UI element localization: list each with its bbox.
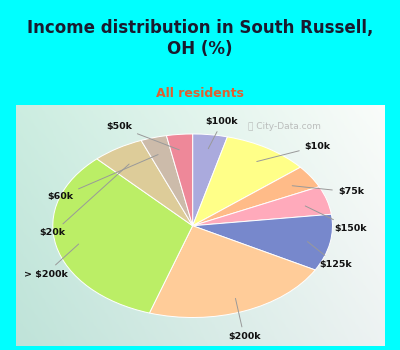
Wedge shape <box>193 137 300 226</box>
Wedge shape <box>97 140 193 226</box>
Text: $50k: $50k <box>106 122 179 150</box>
Wedge shape <box>141 135 193 226</box>
Text: $200k: $200k <box>228 299 260 341</box>
Text: Income distribution in South Russell,
OH (%): Income distribution in South Russell, OH… <box>27 19 373 58</box>
Wedge shape <box>53 159 193 313</box>
Wedge shape <box>150 226 315 317</box>
Text: $150k: $150k <box>305 206 367 233</box>
Text: $20k: $20k <box>40 164 129 238</box>
Wedge shape <box>193 187 331 226</box>
Text: $100k: $100k <box>206 117 238 149</box>
Wedge shape <box>166 134 193 226</box>
Text: $60k: $60k <box>47 155 158 201</box>
Text: $10k: $10k <box>257 141 331 162</box>
Wedge shape <box>193 134 228 226</box>
Text: $125k: $125k <box>308 241 352 269</box>
Text: $75k: $75k <box>292 186 364 196</box>
Wedge shape <box>193 167 319 226</box>
Text: All residents: All residents <box>156 88 244 100</box>
Text: > $200k: > $200k <box>24 244 79 279</box>
Wedge shape <box>193 214 332 270</box>
Text: ⓘ City-Data.com: ⓘ City-Data.com <box>248 122 321 131</box>
